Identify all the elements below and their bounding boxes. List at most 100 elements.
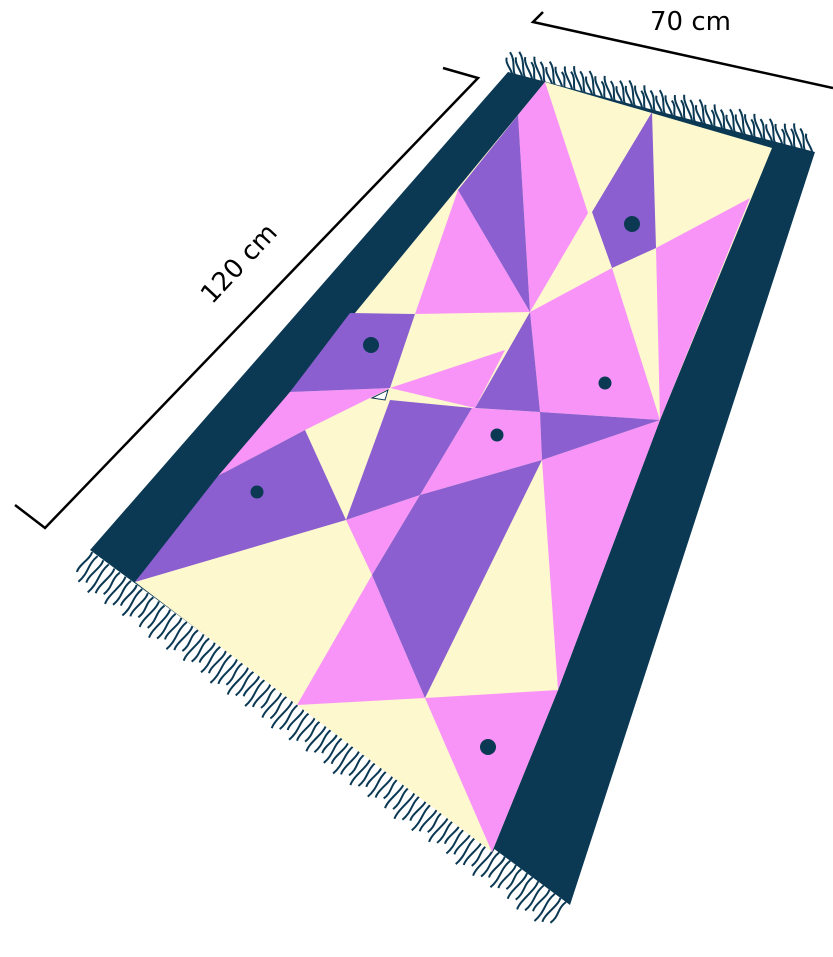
length-label: 120 cm <box>195 218 283 310</box>
width-label: 70 cm <box>650 7 731 37</box>
fringe-strand <box>217 658 238 685</box>
fringe-strand <box>411 802 433 832</box>
fringe-strand <box>198 642 216 663</box>
fringe-strand <box>541 897 562 923</box>
fringe-strand <box>164 617 183 640</box>
fringe-strand <box>148 609 172 639</box>
fringe-strand <box>252 683 272 708</box>
fringe-strand <box>129 592 149 617</box>
fringe-strand <box>418 806 439 832</box>
fringe-strand <box>374 773 395 798</box>
fringe-strand <box>524 884 545 912</box>
fringe-strand <box>182 633 205 662</box>
fringe-strand <box>209 654 233 684</box>
purple-triangle <box>372 460 542 698</box>
fringe-strand <box>261 691 283 718</box>
fringe-strand <box>260 687 277 709</box>
fringe-strand <box>235 670 255 697</box>
fringe-strand <box>181 629 199 652</box>
fringe-strand <box>533 892 556 922</box>
fringe-strand <box>173 625 194 651</box>
fringe-strand <box>532 889 551 912</box>
fringe-strand <box>137 596 154 619</box>
fringe-strand <box>165 621 188 650</box>
width-dimension-line <box>530 11 833 90</box>
fringe-strand <box>138 601 160 628</box>
white-notch <box>370 389 389 401</box>
fringe-bottom <box>76 551 567 924</box>
fringe-strand <box>489 860 511 888</box>
dot <box>598 376 612 390</box>
fringe-strand <box>409 798 428 822</box>
fringe-strand <box>340 749 361 775</box>
purple-triangle <box>540 412 660 460</box>
pink-triangle <box>390 350 505 408</box>
pink-triangle <box>425 690 558 852</box>
fringe-strand <box>471 843 489 867</box>
fringe-strand <box>279 703 299 730</box>
fringe-strand <box>497 864 517 889</box>
fringe-strand <box>313 728 333 754</box>
pink-triangle <box>420 408 542 495</box>
fringe-strand <box>427 810 444 834</box>
pink-triangle <box>656 198 750 420</box>
fringe-strand <box>462 839 484 866</box>
fringe-strand <box>112 580 132 606</box>
purple-triangle <box>135 430 346 582</box>
fringe-strand <box>269 695 288 720</box>
purple-triangle <box>290 313 415 392</box>
fringe-strand <box>270 699 294 729</box>
fringe-strand <box>85 559 105 583</box>
pink-triangle <box>297 575 425 705</box>
purple-triangle <box>475 312 540 412</box>
fringe-strand <box>288 711 311 741</box>
fringe-strand <box>94 568 116 594</box>
fringe-strand <box>225 662 244 686</box>
fringe-strand <box>323 736 344 764</box>
pink-triangle <box>542 420 660 690</box>
fringe-strand <box>365 765 383 788</box>
fringe-strand <box>505 868 523 890</box>
fringe-strand <box>191 637 210 663</box>
fringe-strand <box>453 831 473 855</box>
fringe-strand <box>296 716 317 742</box>
fringe-strand <box>349 757 372 786</box>
rug-field <box>135 82 772 852</box>
fringe-strand <box>120 584 138 607</box>
fringe-strand <box>147 604 166 629</box>
pink-triangle <box>518 82 588 312</box>
width-dimension: 70 cm <box>530 7 833 90</box>
fringe-strand <box>330 741 350 765</box>
dots <box>250 216 640 755</box>
fringe-strand <box>156 612 177 640</box>
dot <box>490 428 504 442</box>
fringe-strand <box>305 724 328 752</box>
fringe-strand <box>506 872 528 900</box>
fringe-strand <box>357 761 378 787</box>
dot <box>480 739 496 755</box>
fringe-strand <box>549 901 567 924</box>
dot <box>250 485 264 499</box>
fringe-strand <box>103 571 121 595</box>
dot <box>363 337 379 353</box>
fringe-strand <box>515 876 534 901</box>
fringe-strand <box>76 551 93 573</box>
fringe-strand <box>401 794 422 821</box>
pink-triangle <box>415 190 530 314</box>
fringe-strand <box>488 856 506 878</box>
pink-triangle <box>530 268 660 420</box>
length-dimension-line <box>14 66 481 530</box>
fringe-strand <box>383 777 400 800</box>
fringe-strand <box>244 678 266 707</box>
fringe-strand <box>286 708 305 731</box>
fringe-strand <box>304 720 322 743</box>
fringe-strand <box>200 645 221 674</box>
fringe-strand <box>208 650 227 674</box>
fringe-strand <box>392 785 411 810</box>
purple-triangle <box>346 400 472 520</box>
purple-triangle <box>592 112 656 268</box>
purple-triangle <box>458 115 530 312</box>
fringe-strand <box>87 563 110 594</box>
dot <box>624 216 640 232</box>
